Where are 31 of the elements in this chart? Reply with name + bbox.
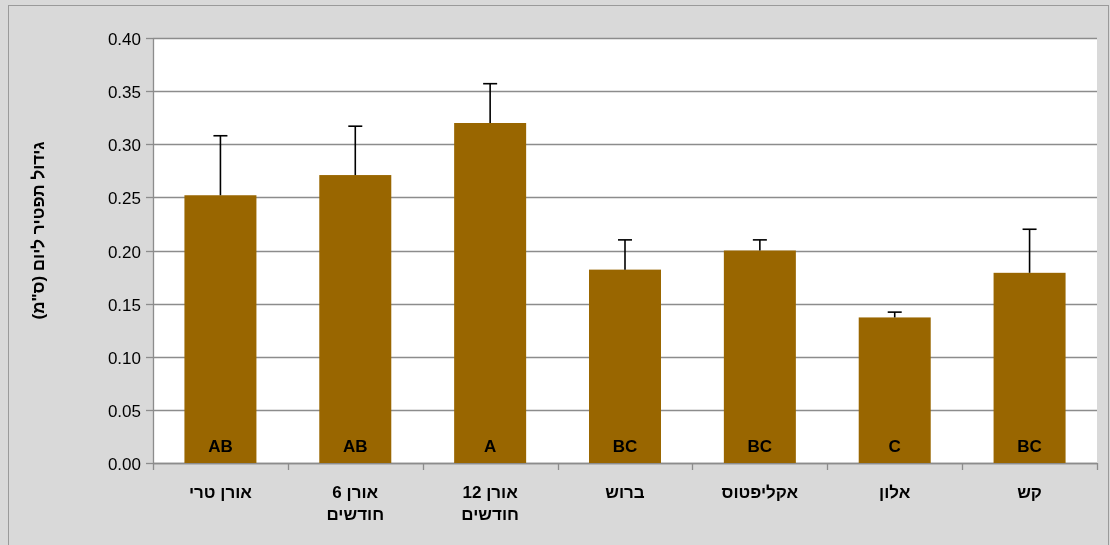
y-tick-label: 0.30 [107, 135, 141, 155]
y-tick-label: 0.40 [107, 29, 141, 49]
annotation: A [484, 437, 497, 456]
bar [454, 123, 527, 463]
annotation: C [888, 437, 901, 456]
x-tick-label: ברוש [605, 483, 645, 502]
annotation: AB [208, 437, 233, 456]
y-tick-label: 0.05 [107, 401, 141, 421]
x-tick-label: אורן 6 חודשים [326, 483, 385, 524]
annotation: BC [612, 437, 638, 456]
y-tick-label: 0.25 [107, 188, 141, 208]
y-tick-label: 0.00 [107, 454, 141, 474]
annotation: BC [1017, 437, 1042, 456]
x-tick-label: אקליפטוס [721, 483, 799, 502]
bar [723, 250, 796, 463]
bar [858, 317, 931, 463]
x-tick-label: אלון [879, 483, 911, 502]
y-tick-label: 0.20 [107, 242, 141, 262]
x-tick-label: אורן טרי [188, 483, 253, 502]
x-tick-label: אורן 12 חודשים [461, 483, 519, 524]
y-axis-title: גידול תפטיר ליום (ס"מ) [29, 141, 48, 320]
annotation: BC [747, 437, 773, 456]
bar [993, 272, 1066, 463]
bar [589, 269, 661, 463]
annotation: AB [343, 437, 368, 456]
bar [184, 195, 257, 463]
y-tick-label: 0.35 [107, 82, 141, 102]
y-tick-label: 0.10 [107, 348, 141, 368]
x-tick-label: קש [1017, 483, 1042, 502]
y-tick-label: 0.15 [107, 295, 141, 315]
bar [319, 175, 392, 463]
